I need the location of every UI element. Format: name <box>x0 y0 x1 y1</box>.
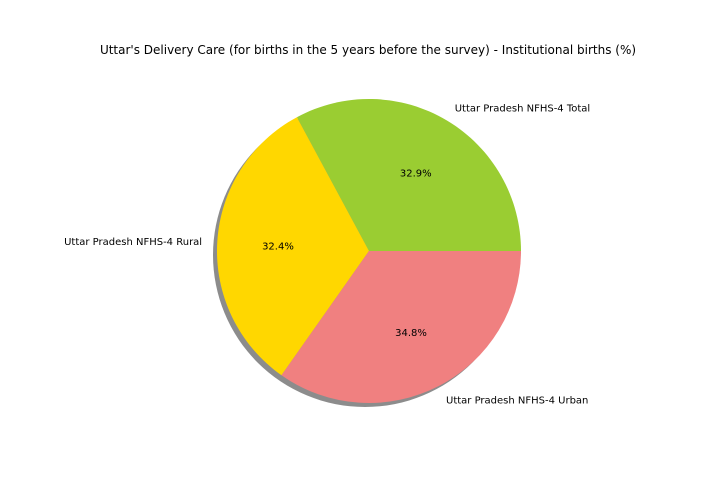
pie-slice-3 <box>281 251 521 403</box>
pie-slice-category-label: Uttar Pradesh NFHS-4 Total <box>455 103 591 114</box>
pie-slice-value-label: 32.4% <box>262 242 294 253</box>
pie-labels: 32.9% Uttar Pradesh NFHS-4 Total 32.4% Utta… <box>64 103 590 406</box>
pie-slice-category-label: Uttar Pradesh NFHS-4 Rural <box>64 237 202 248</box>
pie-slice-1 <box>296 99 521 251</box>
pie-slices <box>217 99 521 403</box>
pie-slice-category-label: Uttar Pradesh NFHS-4 Urban <box>446 395 588 406</box>
pie-slice-value-label: 34.8% <box>395 328 427 339</box>
pie-slice-2 <box>217 117 369 376</box>
pie-slice-value-label: 32.9% <box>400 169 432 180</box>
chart-title: Uttar's Delivery Care (for births in the… <box>100 43 636 57</box>
